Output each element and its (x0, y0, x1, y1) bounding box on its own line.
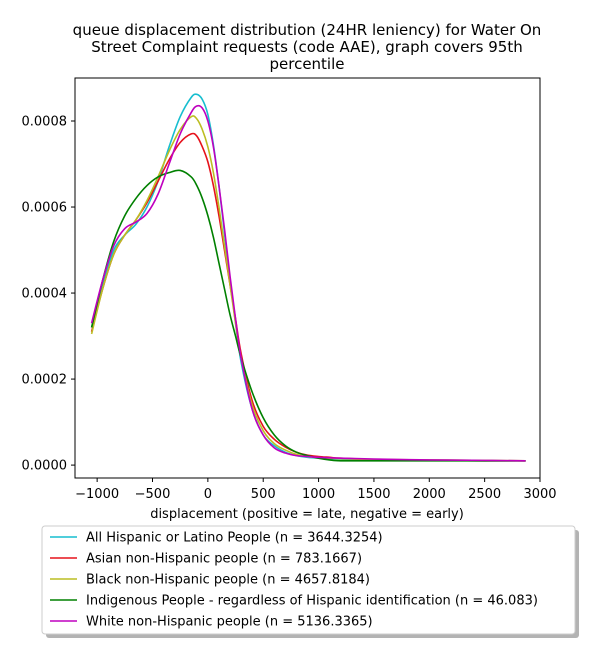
chart-title-line-1: queue displacement distribution (24HR le… (73, 21, 542, 39)
y-tick-label: 0.0006 (22, 201, 68, 216)
x-axis: −1000 −500 0 500 1000 1500 2000 2500 3000 (75, 478, 557, 502)
series-lines (90, 93, 526, 462)
legend-label-5: White non-Hispanic people (n = 5136.3365… (86, 615, 373, 630)
x-tick-label: 3000 (523, 487, 556, 502)
legend: All Hispanic or Latino People (n = 3644.… (41, 525, 579, 638)
x-tick-label: −1000 (75, 487, 119, 502)
x-tick-label: −500 (135, 487, 171, 502)
legend-label-3: Black non-Hispanic people (n = 4657.8184… (86, 573, 370, 588)
series-line-4 (90, 169, 526, 462)
chart-title: queue displacement distribution (24HR le… (73, 21, 542, 73)
x-axis-label: displacement (positive = late, negative … (150, 507, 464, 522)
series-line-3 (90, 115, 526, 462)
x-tick-label: 1500 (357, 487, 390, 502)
legend-entries: All Hispanic or Latino People (n = 3644.… (50, 531, 538, 630)
legend-label-4: Indigenous People - regardless of Hispan… (86, 594, 538, 609)
x-tick-label: 2500 (468, 487, 501, 502)
x-tick-label: 500 (251, 487, 276, 502)
y-tick-label: 0.0004 (22, 287, 68, 302)
y-tick-label: 0.0000 (22, 459, 68, 474)
legend-box (41, 525, 576, 635)
plot-area-frame (74, 77, 541, 479)
chart-title-line-3: percentile (269, 55, 344, 73)
series-line-2 (90, 132, 526, 462)
series-line-1 (90, 93, 526, 462)
chart-title-line-2: Street Complaint requests (code AAE), gr… (91, 38, 522, 56)
x-tick-label: 0 (204, 487, 212, 502)
x-tick-label: 1000 (302, 487, 335, 502)
series-line-5 (90, 104, 526, 462)
legend-label-2: Asian non-Hispanic people (n = 783.1667) (86, 552, 362, 567)
y-tick-label: 0.0002 (22, 373, 68, 388)
x-tick-label: 2000 (413, 487, 446, 502)
legend-label-1: All Hispanic or Latino People (n = 3644.… (86, 531, 383, 546)
y-axis: 0.0000 0.0002 0.0004 0.0006 0.0008 (22, 115, 75, 474)
y-tick-label: 0.0008 (22, 115, 68, 130)
